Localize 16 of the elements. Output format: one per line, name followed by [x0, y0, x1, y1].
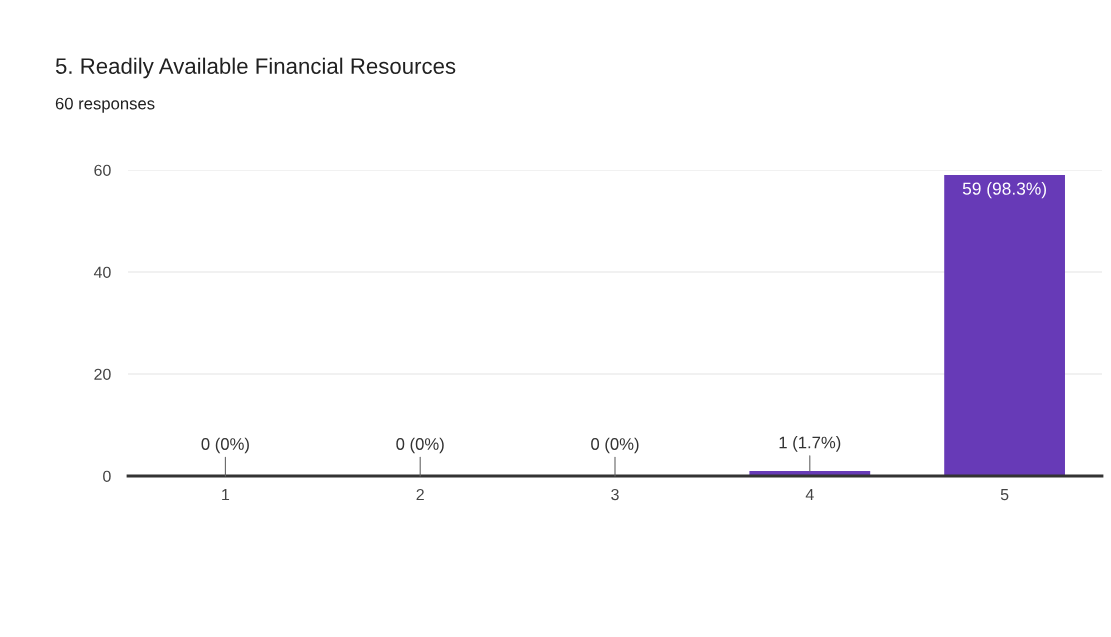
x-tick-label: 3 [611, 488, 619, 501]
data-label: 0 (0%) [591, 437, 639, 454]
x-tick-label: 1 [222, 489, 230, 501]
x-tick-label: 2 [416, 488, 424, 501]
y-tick-label: 40 [93, 266, 111, 278]
data-label: 0 (0%) [396, 437, 444, 454]
y-tick-label: 20 [94, 368, 111, 380]
data-label: 1 (1.7%) [779, 436, 841, 452]
x-tick-label: 5 [1000, 489, 1009, 501]
y-tick-label: 0 [103, 470, 111, 482]
data-label: 0 (0%) [201, 437, 249, 454]
chart-subtitle: 60 responses [55, 97, 155, 113]
x-tick-label: 4 [805, 489, 814, 501]
y-tick-label: 60 [94, 164, 111, 176]
data-label: 59 (98.3%) [962, 182, 1046, 199]
chart-title: 5. Readily Available Financial Resources [55, 57, 456, 79]
